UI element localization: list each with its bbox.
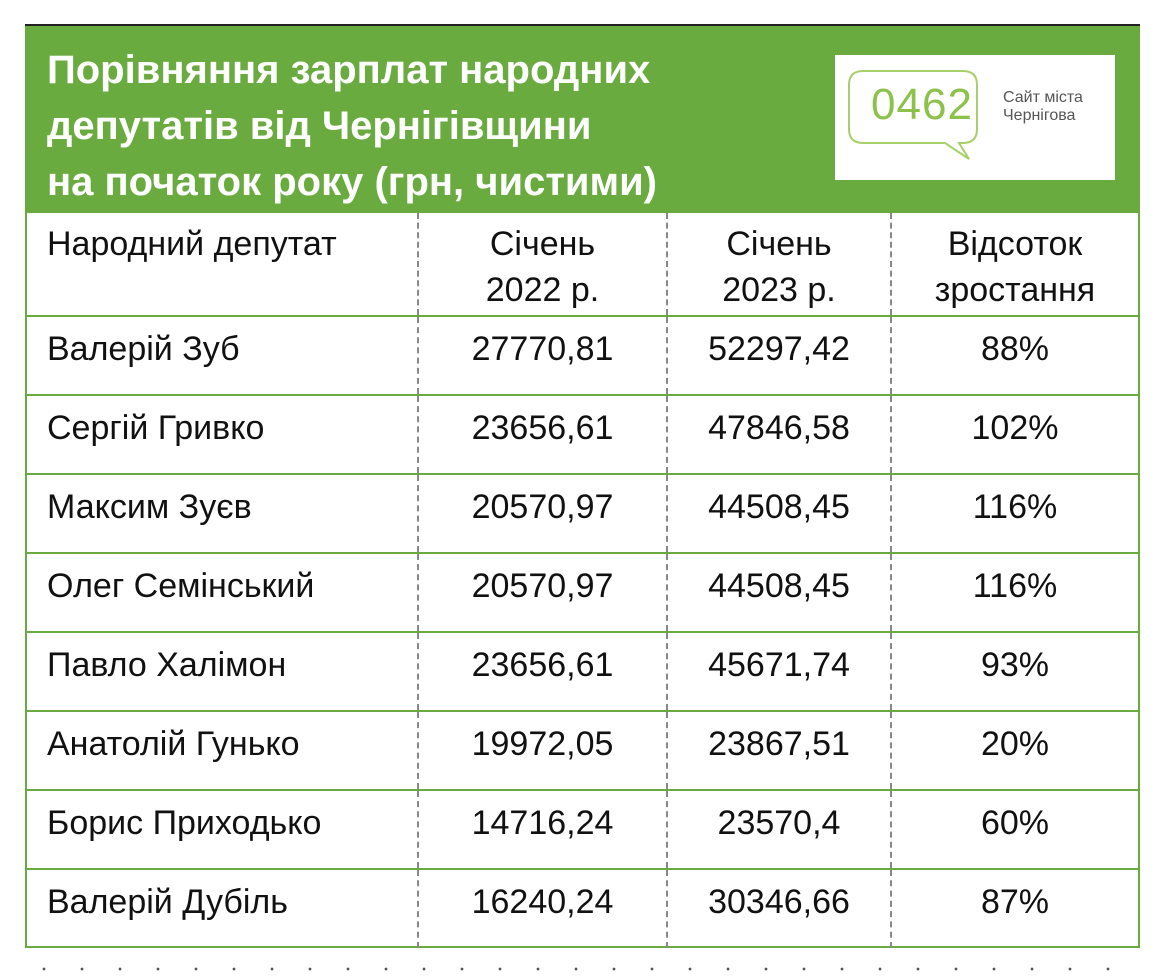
growth-percent: 87% [890,869,1138,948]
logo-caption-line-1: Сайт міста [1003,89,1083,106]
header-jan-2022-line-1: Січень [489,225,596,263]
site-logo: 0462 Сайт міста Чернігова [835,55,1115,180]
header-growth-line-2: зростання [934,271,1096,309]
salary-jan-2023: 44508,45 [666,553,891,633]
salary-jan-2022: 23656,61 [417,395,667,475]
growth-percent: 102% [890,395,1138,475]
deputy-name: Максим Зуєв [27,474,418,554]
logo-caption: Сайт міста Чернігова [1003,89,1083,125]
salary-table-card: Порівняння зарплат народних депутатів ві… [25,26,1140,948]
deputy-name: Анатолій Гунько [27,711,418,791]
top-rule [25,24,1140,26]
salary-table: Народний депутат Січень 2022 р. Січень 2… [27,213,1138,948]
header-jan-2022-line-2: 2022 р. [485,271,600,309]
deputy-name: Борис Приходько [27,790,418,870]
salary-jan-2023: 23867,51 [666,711,891,791]
header-growth: Відсоток зростання [890,213,1138,317]
salary-jan-2022: 14716,24 [417,790,667,870]
salary-jan-2023: 44508,45 [666,474,891,554]
table-row: Олег Семінський 20570,97 44508,45 116% [27,553,1138,633]
salary-jan-2022: 19972,05 [417,711,667,791]
deputy-name: Валерій Зуб [27,316,418,396]
table-row: Валерій Дубіль 16240,24 30346,66 87% [27,869,1138,948]
table-row: Анатолій Гунько 19972,05 23867,51 20% [27,711,1138,791]
title-line-1: Порівняння зарплат народних [47,48,651,92]
salary-jan-2023: 47846,58 [666,395,891,475]
header-row: Народний депутат Січень 2022 р. Січень 2… [27,213,1138,317]
deputy-name: Олег Семінський [27,553,418,633]
header-jan-2022: Січень 2022 р. [417,213,667,317]
logo-caption-line-2: Чернігова [1003,107,1076,124]
salary-jan-2023: 30346,66 [666,869,891,948]
table-row: Борис Приходько 14716,24 23570,4 60% [27,790,1138,870]
salary-jan-2023: 52297,42 [666,316,891,396]
header-jan-2023: Січень 2023 р. [666,213,891,317]
salary-jan-2023: 23570,4 [666,790,891,870]
title-line-3: на початок року (грн, чистими) [47,160,657,204]
salary-jan-2022: 20570,97 [417,553,667,633]
table-row: Максим Зуєв 20570,97 44508,45 116% [27,474,1138,554]
growth-percent: 93% [890,632,1138,712]
deputy-name: Валерій Дубіль [47,883,288,921]
deputy-name: Павло Халімон [27,632,418,712]
deputy-name: Сергій Гривко [27,395,418,475]
header-deputy: Народний депутат [27,213,418,317]
table-header: Народний депутат Січень 2022 р. Січень 2… [27,213,1138,317]
header-banner: Порівняння зарплат народних депутатів ві… [27,28,1138,213]
page-title: Порівняння зарплат народних депутатів ві… [47,42,827,210]
salary-jan-2023: 45671,74 [666,632,891,712]
header-deputy-label: Народний депутат [47,225,337,263]
header-jan-2023-line-2: 2023 р. [722,271,836,309]
salary-jan-2022: 23656,61 [417,632,667,712]
title-line-2: депутатів від Чернігівщини [47,104,592,148]
logo-number: 0462 [871,80,973,129]
speech-bubble-icon [848,70,978,160]
table-row: Сергій Гривко 23656,61 47846,58 102% [27,395,1138,475]
table-row: Валерій Зуб 27770,81 52297,42 88% [27,316,1138,396]
growth-percent: 20% [890,711,1138,791]
header-jan-2023-line-1: Січень [726,225,832,263]
table-row: Павло Халімон 23656,61 45671,74 93% [27,632,1138,712]
growth-percent: 88% [890,316,1138,396]
header-growth-line-1: Відсоток [947,225,1083,263]
dotted-divider [25,966,1140,972]
salary-jan-2022: 16240,24 [417,869,667,948]
salary-jan-2022: 20570,97 [417,474,667,554]
growth-percent: 116% [890,474,1138,554]
growth-percent: 60% [890,790,1138,870]
growth-percent: 116% [890,553,1138,633]
table-body: Валерій Зуб 27770,81 52297,42 88% Сергій… [27,316,1138,948]
salary-jan-2022: 27770,81 [417,316,667,396]
